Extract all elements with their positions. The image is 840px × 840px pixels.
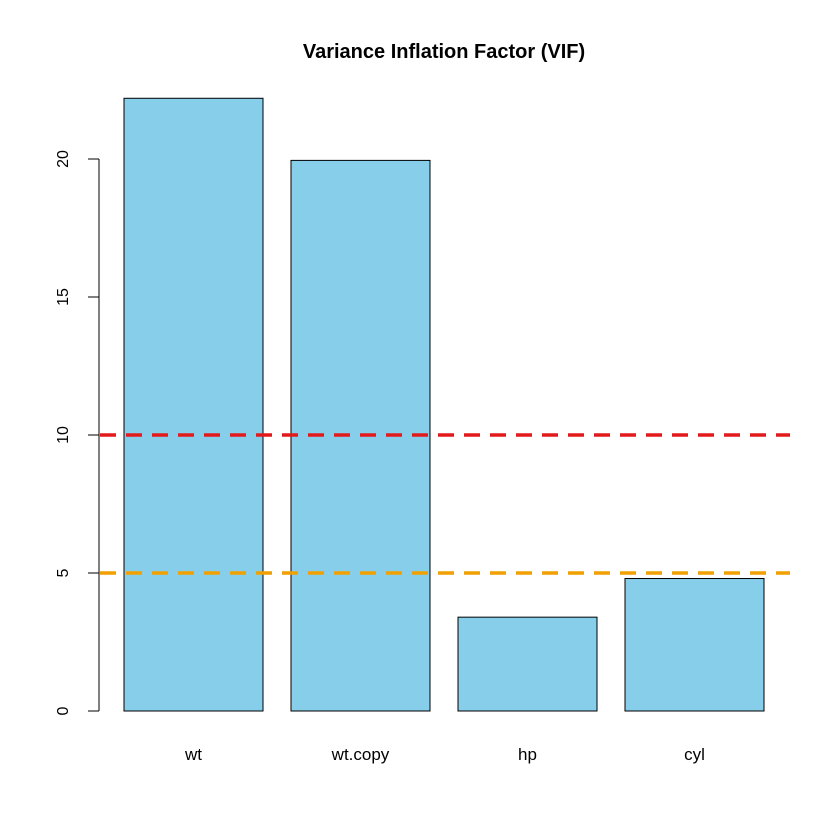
x-label-wt: wt	[184, 745, 202, 764]
x-label-cyl: cyl	[684, 745, 705, 764]
bars-group	[123, 97, 765, 712]
x-label-wt-copy: wt.copy	[331, 745, 390, 764]
y-axis: 0 5 10 15 20	[55, 150, 100, 715]
reference-lines-group	[100, 433, 790, 575]
bar-hp	[457, 616, 598, 712]
x-label-hp: hp	[518, 745, 537, 764]
chart-title: Variance Inflation Factor (VIF)	[303, 41, 585, 63]
y-tick-label-15: 15	[55, 288, 72, 306]
y-tick-label-5: 5	[55, 568, 72, 577]
y-tick-label-0: 0	[55, 706, 72, 715]
x-axis-labels: wt wt.copy hp cyl	[184, 745, 705, 764]
bar-cyl	[624, 578, 765, 712]
y-tick-label-10: 10	[55, 426, 72, 444]
bar-wt	[123, 97, 264, 712]
y-tick-label-20: 20	[55, 150, 72, 168]
